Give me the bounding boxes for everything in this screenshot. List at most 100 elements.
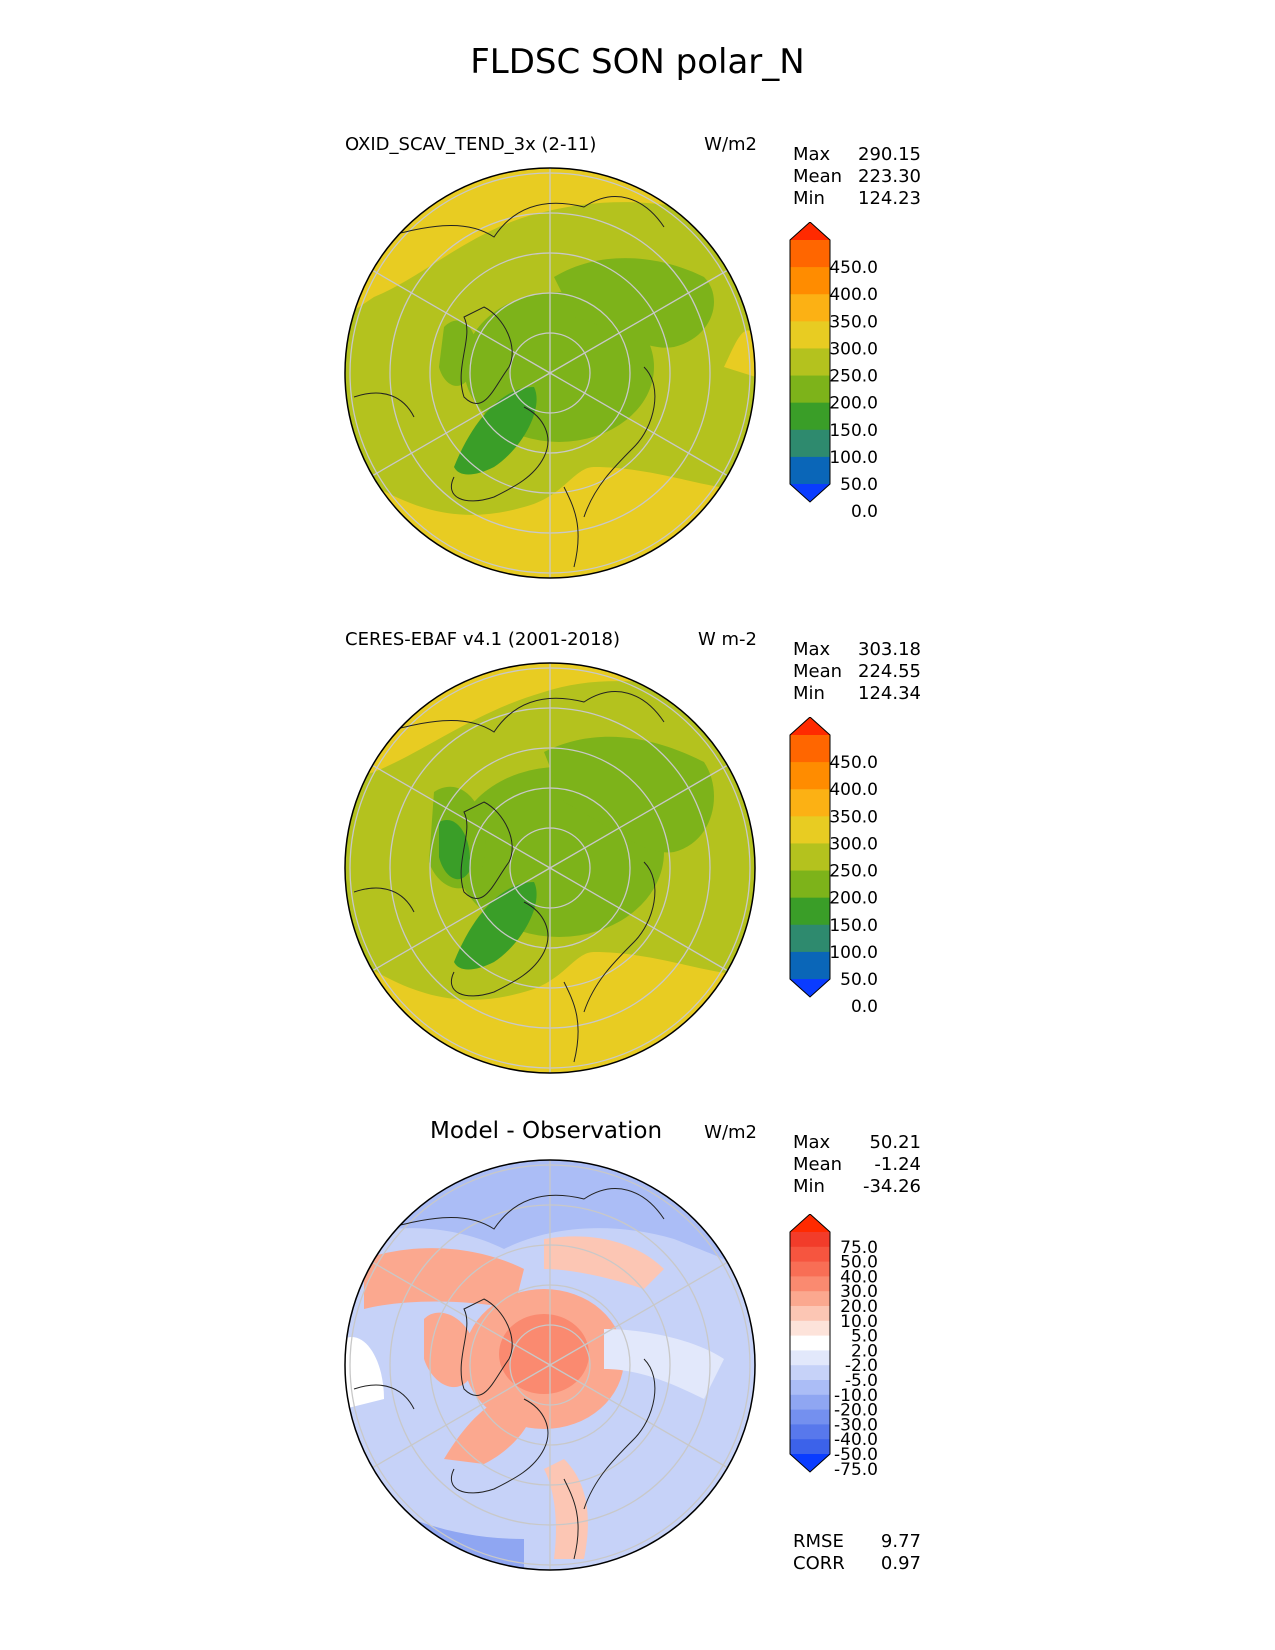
- stat-value: 124.23: [858, 188, 921, 209]
- colorbar-tick-label: -20.0: [834, 1401, 878, 1421]
- colorbar-tick-label: -5.0: [845, 1371, 878, 1391]
- colorbar-segment: [790, 1335, 830, 1351]
- colorbar-segment: [790, 456, 830, 485]
- stat-label: Max: [793, 144, 831, 165]
- colorbar-segment: [790, 1276, 830, 1292]
- panel-model: OXID_SCAV_TEND_3x (2-11) W/m2 Max 290.15 …: [0, 130, 1275, 600]
- colorbar-max-extend: [790, 1214, 830, 1232]
- corr-label: CORR: [793, 1553, 845, 1574]
- colorbar-segment: [790, 294, 830, 322]
- skill-box: RMSE 9.77 CORR 0.97: [793, 1531, 921, 1575]
- colorbar-tick-label: 350.0: [829, 312, 878, 332]
- colorbar-tick-label: 250.0: [829, 862, 878, 882]
- colorbar-segment: [790, 1439, 830, 1455]
- colorbar-min-extend: [790, 979, 830, 997]
- colorbar-min-extend: [790, 484, 830, 502]
- colorbar-tick-label: -30.0: [834, 1415, 878, 1435]
- colorbar-tick-label: 100.0: [829, 448, 878, 468]
- stat-label: Min: [793, 1176, 825, 1197]
- colorbar-segment: [790, 1380, 830, 1396]
- stat-value: -1.24: [874, 1154, 921, 1175]
- colorbar-tick-label: -75.0: [834, 1460, 878, 1480]
- colorbar-segment: [790, 1350, 830, 1366]
- stat-value: -34.26: [862, 1176, 921, 1197]
- panel-title: Model - Observation: [430, 1118, 663, 1144]
- stat-label: Min: [793, 683, 825, 704]
- corr-value: 0.97: [880, 1553, 921, 1574]
- stats-box: Max 290.15 Mean 223.30 Min 124.23: [793, 144, 921, 210]
- rmse-label: RMSE: [793, 1531, 844, 1552]
- colorbar: 450.0 400.0 350.0 300.0 250.0 200.0 150.0 100.0…: [789, 717, 878, 1017]
- colorbar-tick-label: 150.0: [829, 421, 878, 441]
- colorbar-min-extend: [790, 1454, 830, 1472]
- colorbar-tick-label: 300.0: [829, 339, 878, 359]
- colorbar-tick-label: -50.0: [834, 1445, 878, 1465]
- colorbar-tick-label: 50.0: [840, 1253, 878, 1273]
- rmse-value: 9.77: [880, 1531, 921, 1552]
- panel-title: OXID_SCAV_TEND_3x (2-11): [345, 134, 597, 155]
- colorbar-tick-label: 20.0: [840, 1297, 878, 1317]
- polar-map: [344, 167, 756, 579]
- colorbar-tick-label: 450.0: [829, 753, 878, 773]
- colorbar-tick-label: 200.0: [829, 889, 878, 909]
- colorbar-segment: [790, 321, 830, 349]
- colorbar-tick-label: 75.0: [840, 1238, 878, 1258]
- colorbar-segment: [790, 267, 830, 295]
- colorbar-tick-label: 0.0: [851, 997, 878, 1017]
- colorbar-segment: [790, 1365, 830, 1381]
- colorbar-tick-label: 350.0: [829, 807, 878, 827]
- colorbar-tick-label: 50.0: [840, 475, 878, 495]
- stat-label: Min: [793, 188, 825, 209]
- colorbar-segment: [790, 951, 830, 980]
- colorbar-max-extend: [790, 717, 830, 735]
- colorbar-segment: [790, 348, 830, 377]
- stat-value: 224.55: [858, 661, 921, 682]
- colorbar-segment: [790, 870, 830, 899]
- stat-label: Mean: [793, 1154, 843, 1175]
- panel-units: W m-2: [697, 629, 757, 650]
- panel-title: CERES-EBAF v4.1 (2001-2018): [345, 629, 621, 650]
- colorbar-segment: [790, 429, 830, 458]
- colorbar-outline: [789, 717, 831, 998]
- colorbar-tick-label: 40.0: [840, 1267, 878, 1287]
- stat-label: Mean: [793, 166, 843, 187]
- panel-observation: CERES-EBAF v4.1 (2001-2018) W m-2 Max 303…: [0, 625, 1275, 1095]
- colorbar-segment: [790, 1394, 830, 1411]
- stat-value: 303.18: [858, 639, 921, 660]
- polar-map: [344, 1159, 756, 1571]
- stat-value: 124.34: [858, 683, 921, 704]
- colorbar-segment: [790, 789, 830, 817]
- stat-value: 223.30: [858, 166, 921, 187]
- colorbar-segment: [790, 1424, 830, 1440]
- colorbar: 450.0 400.0 350.0 300.0 250.0 200.0 150.0 100.0…: [789, 222, 878, 522]
- colorbar-outline: [789, 1214, 831, 1473]
- colorbar-segment: [790, 1261, 830, 1277]
- colorbar: 75.050.040.030.020.010.05.02.0-2.0-5.0-1…: [789, 1214, 878, 1480]
- colorbar-tick-label: 400.0: [829, 780, 878, 800]
- colorbar-segment: [790, 762, 830, 790]
- colorbar-segment: [790, 240, 830, 268]
- colorbar-segment: [790, 843, 830, 872]
- colorbar-segment: [790, 1320, 830, 1337]
- stat-value: 290.15: [858, 144, 921, 165]
- colorbar-segment: [790, 1246, 830, 1263]
- colorbar-segment: [790, 1291, 830, 1307]
- colorbar-tick-label: 400.0: [829, 285, 878, 305]
- colorbar-segment: [790, 1232, 830, 1248]
- colorbar-segment: [790, 735, 830, 763]
- colorbar-tick-label: 100.0: [829, 943, 878, 963]
- colorbar-segment: [790, 402, 830, 431]
- colorbar-tick-label: -2.0: [845, 1356, 878, 1376]
- stats-box: Max 303.18 Mean 224.55 Min 124.34: [793, 639, 921, 705]
- colorbar-tick-label: 150.0: [829, 916, 878, 936]
- stat-label: Max: [793, 639, 831, 660]
- colorbar-tick-label: -10.0: [834, 1386, 878, 1406]
- colorbar-tick-label: 200.0: [829, 394, 878, 414]
- panel-units: W/m2: [704, 1122, 757, 1143]
- colorbar-segment: [790, 897, 830, 926]
- colorbar-segment: [790, 816, 830, 844]
- colorbar-tick-label: 50.0: [840, 970, 878, 990]
- colorbar-segment: [790, 1306, 830, 1322]
- colorbar-segment: [790, 1409, 830, 1425]
- stat-label: Max: [793, 1132, 831, 1153]
